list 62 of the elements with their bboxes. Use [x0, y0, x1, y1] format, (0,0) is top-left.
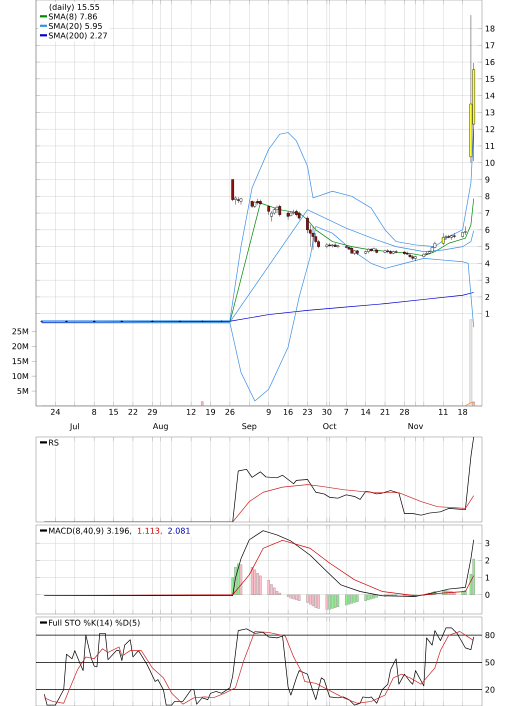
y-tick-label: 8: [485, 193, 490, 200]
y-tick-label: 80: [485, 632, 495, 638]
y-tick-label: 12: [486, 126, 494, 132]
x2-tick-label: Oct: [323, 423, 336, 430]
y-tick-label: 2: [485, 294, 490, 300]
x2-tick-label: Nov: [408, 423, 424, 430]
x2-tick-label: Sep: [242, 423, 256, 431]
y-tick-label: 7: [486, 210, 490, 216]
x-tick-label: 28: [400, 408, 409, 415]
y-tick-label: 20: [485, 686, 495, 693]
y-tick-label: 5: [485, 244, 490, 250]
x-tick-label: 23: [302, 408, 312, 415]
y2-tick-label: 5M: [17, 388, 28, 394]
y-tick-label: 17: [486, 42, 494, 48]
text: 1.113,: [138, 528, 162, 535]
y-tick-label: 13: [486, 109, 494, 116]
y-tick-label: 50: [485, 659, 495, 666]
x-tick-label: 26: [225, 408, 234, 415]
y-tick-label: 0: [485, 592, 490, 598]
x-tick-label: 7: [344, 408, 348, 415]
y2-tick-label: 20M: [12, 343, 28, 350]
legend-label: SMA(200) 2.27: [48, 32, 107, 40]
x-tick-label: 8: [92, 408, 96, 415]
y-tick-label: 1: [486, 574, 490, 580]
y-tick-label: 16: [486, 59, 495, 66]
x-tick-label: 19: [206, 408, 216, 415]
x-tick-label: 18: [458, 408, 468, 415]
x-tick-label: 30: [322, 408, 332, 415]
y-tick-label: 9: [485, 176, 490, 183]
x-tick-label: 11: [439, 408, 448, 415]
y2-tick-label: 15M: [12, 358, 28, 364]
legend-label: Full STO %K(14) %D(5): [49, 620, 140, 627]
annotation: 2.081: [168, 528, 190, 534]
legend-label: SMA(8) 7.86: [48, 13, 97, 20]
y-tick-label: 11: [486, 143, 494, 149]
y-tick-label: 6: [485, 226, 490, 233]
x-tick-label: 16: [284, 408, 293, 415]
y-tick-label: 15: [486, 76, 494, 82]
legend-label: SMA(20) 5.95: [48, 22, 102, 30]
y2-tick-label: 10M: [12, 373, 28, 380]
legend-label: RS: [49, 440, 58, 446]
y-tick-label: 10: [486, 160, 495, 166]
x-tick-label: 22: [128, 408, 138, 415]
x-tick-label: 21: [380, 408, 390, 415]
y-tick-label: 3: [485, 540, 490, 546]
y-tick-label: 2: [485, 557, 490, 564]
y-tick-label: 3: [485, 277, 490, 284]
y-tick-label: 4: [485, 260, 490, 266]
x-tick-label: 24: [50, 408, 60, 415]
y-tick-label: 18: [486, 25, 494, 32]
x-tick-label: 14: [361, 408, 370, 415]
x-tick-label: 29: [148, 408, 157, 415]
x-tick-label: 15: [109, 408, 118, 415]
y2-tick-label: 25M: [12, 328, 28, 334]
y-tick-label: 1: [486, 310, 490, 317]
legend-label: MACD(8,40,9) 3.196,: [49, 528, 132, 535]
chart-title: (daily) 15.55: [50, 4, 100, 12]
x2-tick-label: Jul: [70, 423, 79, 431]
x-tick-label: 9: [266, 408, 271, 415]
x2-tick-label: Aug: [152, 423, 168, 431]
y-tick-label: 14: [486, 92, 495, 99]
x-tick-label: 12: [186, 408, 196, 415]
